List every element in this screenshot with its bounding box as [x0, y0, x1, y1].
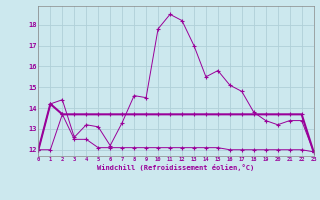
X-axis label: Windchill (Refroidissement éolien,°C): Windchill (Refroidissement éolien,°C) [97, 164, 255, 171]
